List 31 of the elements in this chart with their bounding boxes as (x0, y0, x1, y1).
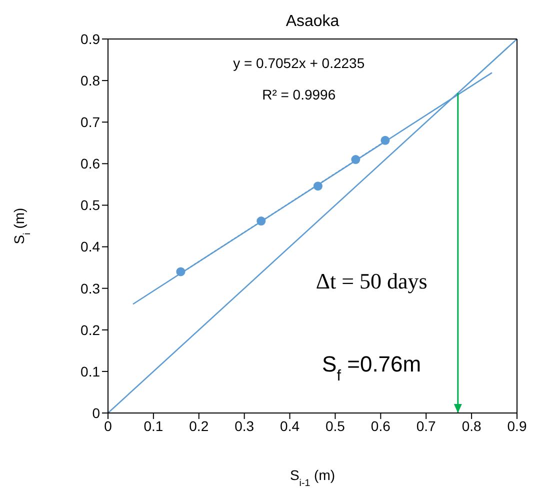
annotation: S$_{f}$ =0.76m (322, 351, 422, 384)
annotation: y = 0.7052x + 0.2235 (233, 55, 365, 72)
point (380, 136, 390, 145)
x-tick-label: 0 (104, 418, 112, 434)
y-tick-label: 0.3 (80, 280, 100, 296)
y-tick-label: 0 (92, 404, 100, 421)
y-tick-label: 0.9 (80, 30, 100, 47)
x-tick-label: 0.9 (507, 418, 527, 434)
x-tick-label: 0.2 (189, 418, 209, 434)
y-tick-label: 0.6 (80, 156, 100, 172)
x-tick-label: 0.6 (370, 418, 391, 434)
point (256, 216, 266, 226)
point (351, 155, 360, 164)
x-tick-label: 0.5 (325, 418, 346, 434)
y-tick-label: 0.5 (80, 197, 100, 214)
x-tick-label: 0.8 (462, 418, 482, 434)
x-tick-label: 0.7 (416, 418, 436, 434)
x-tick-label: 0.1 (144, 418, 164, 434)
annotation: Δt = 50 days (316, 268, 428, 294)
x-tick-label: 0.3 (234, 418, 254, 434)
annotation: R² = 0.9996 (262, 86, 336, 102)
x-tick-label: 0.4 (280, 418, 300, 434)
y-tick-label: 0.4 (80, 238, 100, 255)
point (176, 267, 186, 276)
y-tick-label: 0.8 (80, 72, 100, 89)
y-tick-label: 0.7 (80, 114, 100, 130)
chart-title: Asaoka (286, 13, 340, 30)
y-tick-label: 0.1 (80, 363, 100, 380)
x-axis-title: S$_{i-1}$ (m) (290, 467, 336, 488)
point (313, 182, 322, 191)
y-tick-label: 0.2 (80, 322, 100, 338)
